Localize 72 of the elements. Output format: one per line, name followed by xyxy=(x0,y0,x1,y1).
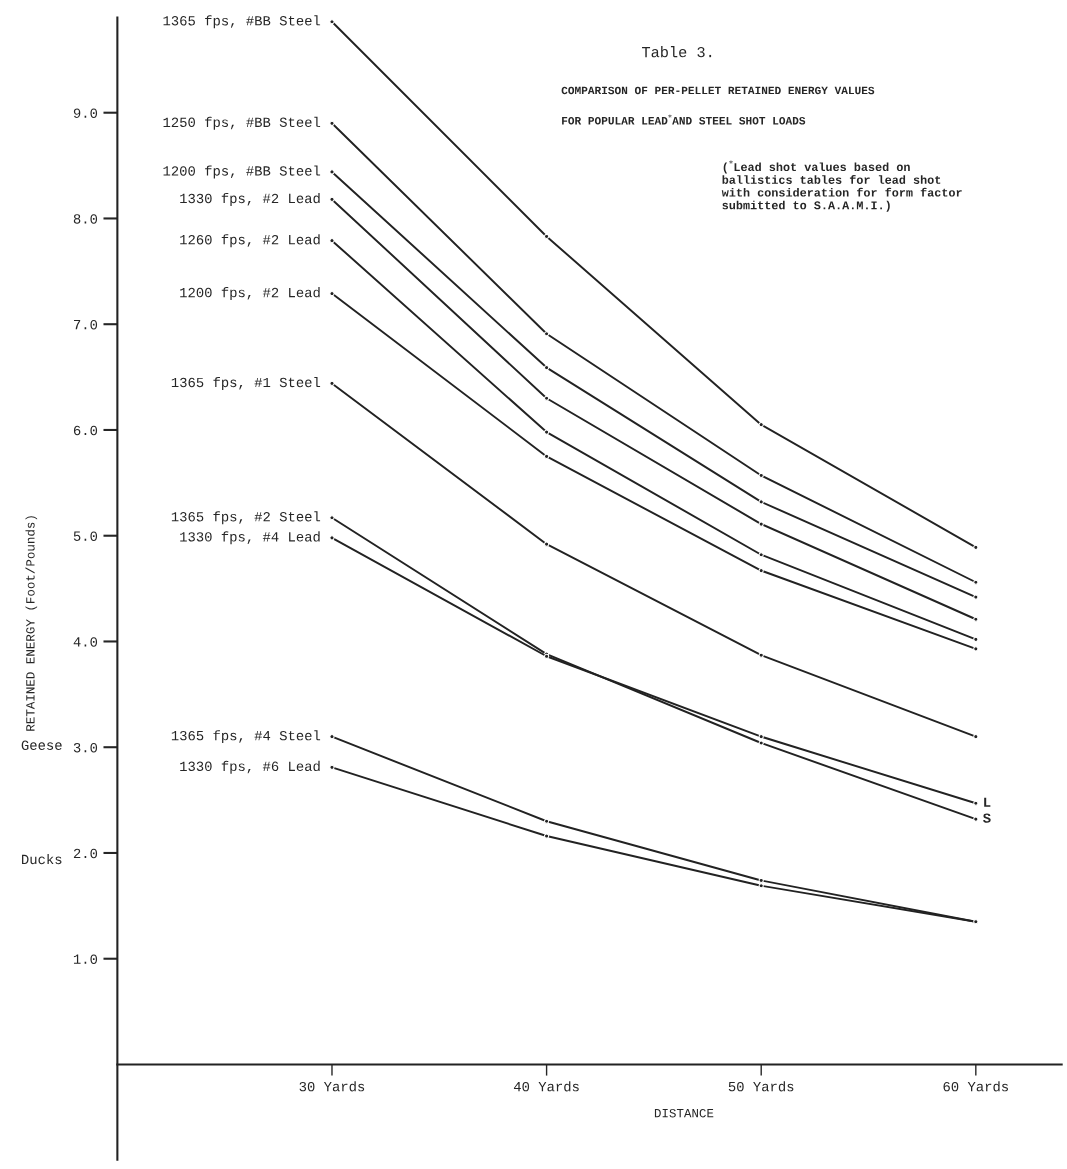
point xyxy=(973,800,979,806)
text: COMPARISON OF PER-PELLET RETAINED ENERGY VALUES FOR POPULAR LEAD$^{*}$AND STEEL SHOT LOADS xyxy=(561,86,875,125)
series-label: 1330 fps, #2 Lead xyxy=(180,192,320,206)
point xyxy=(329,380,335,387)
point xyxy=(758,472,764,479)
series-label: 1260 fps, #2 Lead xyxy=(180,234,320,248)
point xyxy=(758,499,764,505)
point xyxy=(329,238,335,244)
text: Table 3. xyxy=(642,46,712,58)
x-tick-label: 60 Yards xyxy=(943,1081,1009,1092)
text: Geese xyxy=(21,740,62,750)
series-label: 1365 fps, #2 Steel xyxy=(171,511,321,525)
point xyxy=(973,646,979,652)
point xyxy=(329,169,335,175)
point xyxy=(543,429,550,435)
series-label: 1365 fps, #4 Steel xyxy=(171,730,321,744)
y-tick-label: 6.0 xyxy=(73,425,98,436)
point xyxy=(758,740,764,746)
point xyxy=(329,734,335,740)
point xyxy=(543,833,550,839)
point xyxy=(543,364,550,371)
point xyxy=(543,331,550,337)
point xyxy=(758,521,764,527)
series-label: 1330 fps, #6 Lead xyxy=(180,760,320,774)
annotation: L xyxy=(984,797,991,807)
point xyxy=(543,395,550,401)
y-tick-label: 7.0 xyxy=(73,319,98,330)
y-axis-title: RETAINED ENERGY (Foot/Pounds) xyxy=(25,516,38,731)
y-tick-label: 4.0 xyxy=(73,637,98,647)
series-label: 1200 fps, #BB Steel xyxy=(163,165,321,179)
point xyxy=(758,552,764,558)
y-tick-label: 1.0 xyxy=(73,954,98,964)
point xyxy=(973,579,979,585)
point xyxy=(543,453,550,460)
point xyxy=(329,515,335,521)
series-label: 1200 fps, #2 Lead xyxy=(180,287,320,301)
point xyxy=(543,541,550,547)
x-tick-label: 30 Yards xyxy=(299,1081,365,1092)
point xyxy=(758,883,764,889)
point xyxy=(973,734,979,740)
y-tick-label: 8.0 xyxy=(73,214,98,224)
point xyxy=(329,19,335,25)
point xyxy=(973,594,979,600)
x-axis-title: DISTANCE xyxy=(654,1108,714,1118)
point xyxy=(329,764,335,770)
point xyxy=(758,734,764,740)
point xyxy=(758,568,764,574)
y-tick-label: 9.0 xyxy=(73,108,98,118)
series-label: 1330 fps, #4 Lead xyxy=(180,531,320,545)
point xyxy=(758,652,764,658)
point xyxy=(758,422,764,428)
point xyxy=(543,818,550,824)
point xyxy=(329,196,335,203)
y-tick-label: 2.0 xyxy=(73,848,98,859)
series-label: 1250 fps, #BB Steel xyxy=(163,116,321,130)
series-label: 1365 fps, #BB Steel xyxy=(163,15,321,29)
point xyxy=(543,233,550,240)
point xyxy=(973,616,979,622)
point xyxy=(329,535,335,541)
annotation: S xyxy=(983,813,991,823)
point xyxy=(973,816,979,822)
annotation: ($^{*}$Lead shot values based on ballistics tables for lead shot with consideration for form factor submitted to S.A.A.M.I.) xyxy=(721,160,962,212)
x-tick-label: 50 Yards xyxy=(728,1081,794,1092)
series-label: 1365 fps, #1 Steel xyxy=(171,376,321,390)
x-tick-label: 40 Yards xyxy=(513,1081,579,1092)
y-tick-label: 3.0 xyxy=(73,742,98,753)
point xyxy=(973,544,979,550)
point xyxy=(329,120,335,126)
point xyxy=(329,290,335,297)
y-tick-label: 5.0 xyxy=(73,531,98,541)
text: Ducks xyxy=(22,853,62,865)
point xyxy=(973,636,979,642)
